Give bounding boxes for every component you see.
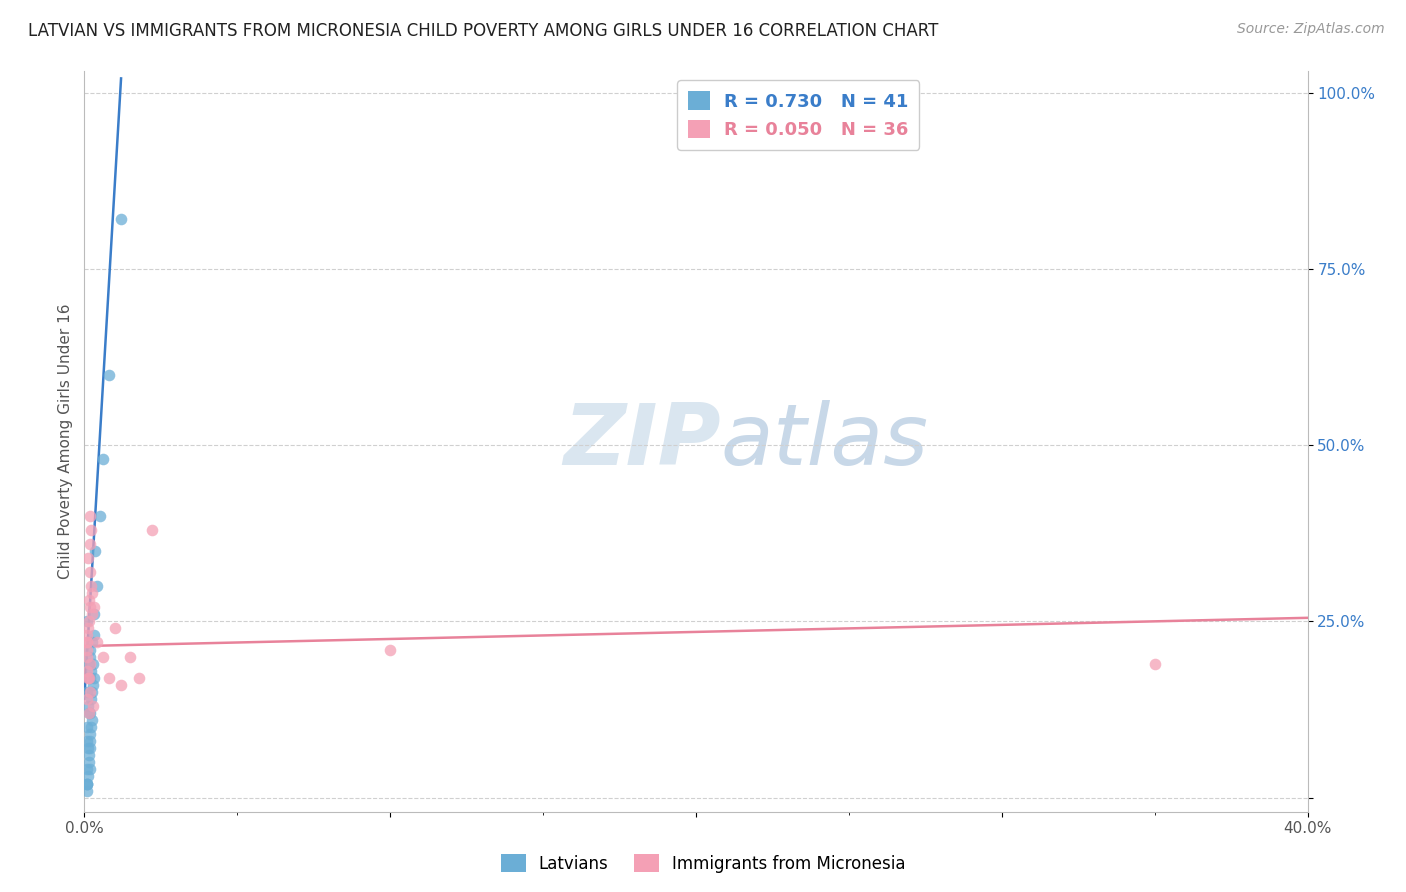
Point: [76, 783, 98, 797]
Point: [91, 452, 114, 467]
Point: [79, 763, 101, 777]
Point: [76, 642, 98, 657]
Point: [80, 635, 103, 649]
Point: [86, 579, 108, 593]
Point: [79, 734, 101, 748]
Point: [104, 621, 127, 635]
Point: [97, 671, 120, 685]
Point: [80, 713, 103, 727]
Point: [84, 544, 107, 558]
Point: [110, 678, 132, 692]
Point: [77, 550, 100, 565]
Point: [76, 649, 98, 664]
Point: [89, 508, 111, 523]
Legend: Latvians, Immigrants from Micronesia: Latvians, Immigrants from Micronesia: [494, 847, 912, 880]
Point: [77, 671, 100, 685]
Point: [120, 649, 142, 664]
Point: [76, 734, 98, 748]
Text: LATVIAN VS IMMIGRANTS FROM MICRONESIA CHILD POVERTY AMONG GIRLS UNDER 16 CORRELA: LATVIAN VS IMMIGRANTS FROM MICRONESIA CH…: [28, 22, 938, 40]
Point: [77, 671, 100, 685]
Point: [77, 615, 100, 629]
Point: [76, 635, 98, 649]
Point: [79, 706, 101, 720]
Point: [76, 720, 98, 734]
Point: [79, 642, 101, 657]
Point: [76, 776, 98, 790]
Point: [77, 657, 100, 671]
Point: [76, 776, 98, 790]
Point: [80, 607, 103, 622]
Point: [77, 593, 100, 607]
Point: [80, 523, 103, 537]
Point: [83, 671, 105, 685]
Point: [76, 635, 98, 649]
Point: [76, 628, 98, 642]
Point: [79, 657, 101, 671]
Point: [82, 657, 104, 671]
Point: [80, 664, 103, 678]
Point: [77, 769, 100, 783]
Point: [80, 579, 103, 593]
Point: [77, 706, 100, 720]
Text: ZIP: ZIP: [562, 400, 720, 483]
Point: [79, 565, 101, 579]
Text: Source: ZipAtlas.com: Source: ZipAtlas.com: [1237, 22, 1385, 37]
Point: [83, 607, 105, 622]
Point: [76, 685, 98, 699]
Point: [83, 628, 105, 642]
Point: [86, 635, 108, 649]
Point: [77, 706, 100, 720]
Point: [79, 649, 101, 664]
Point: [82, 678, 104, 692]
Point: [76, 664, 98, 678]
Point: [76, 692, 98, 706]
Point: [77, 741, 100, 756]
Point: [97, 368, 120, 382]
Point: [76, 615, 98, 629]
Point: [79, 727, 101, 741]
Legend: R = 0.730   N = 41, R = 0.050   N = 36: R = 0.730 N = 41, R = 0.050 N = 36: [678, 80, 920, 150]
Point: [141, 523, 163, 537]
Point: [77, 621, 100, 635]
Point: [79, 508, 101, 523]
Point: [380, 642, 402, 657]
Point: [79, 741, 101, 756]
Point: [80, 720, 103, 734]
Point: [79, 685, 101, 699]
Point: [82, 698, 104, 713]
Point: [80, 586, 103, 600]
Point: [76, 763, 98, 777]
Point: [79, 671, 101, 685]
Point: [76, 776, 98, 790]
Point: [79, 600, 101, 615]
Point: [83, 600, 105, 615]
Point: [80, 685, 103, 699]
Point: [91, 649, 114, 664]
Point: [77, 756, 100, 770]
Point: [79, 537, 101, 551]
Point: [77, 698, 100, 713]
Text: atlas: atlas: [720, 400, 928, 483]
Point: [128, 671, 150, 685]
Point: [77, 748, 100, 763]
Point: [80, 692, 103, 706]
Point: [1143, 657, 1166, 671]
Y-axis label: Child Poverty Among Girls Under 16: Child Poverty Among Girls Under 16: [58, 304, 73, 579]
Point: [110, 212, 132, 227]
